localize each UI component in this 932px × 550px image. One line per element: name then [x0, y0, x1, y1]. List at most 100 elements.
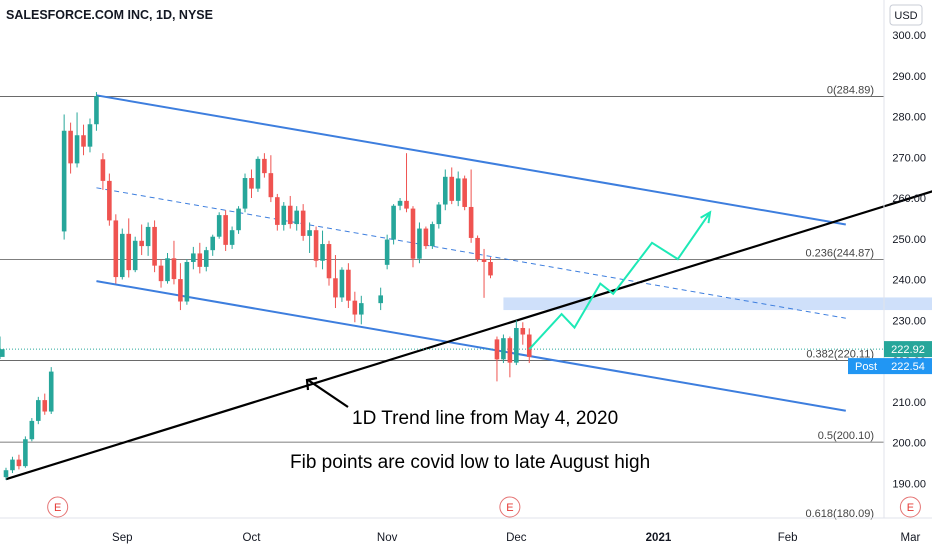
- arrow-annotation: [305, 376, 349, 408]
- price-tick-label: 270.00: [892, 152, 926, 164]
- candle: [455, 171, 461, 207]
- annotation-fib-points: Fib points are covid low to late August …: [290, 452, 650, 473]
- time-tick-label: Oct: [243, 532, 262, 544]
- candle: [307, 222, 312, 254]
- fib-retracement-layer: 0(284.89) 0.236(244.87) 0.382(220.11) 0.5(2…: [0, 85, 884, 520]
- candle: [74, 112, 80, 168]
- candle: [410, 206, 416, 268]
- candle: [462, 175, 467, 211]
- candle: [507, 336, 513, 378]
- candle: [107, 173, 112, 226]
- price-badges: 222.92 Post 222.54: [848, 341, 932, 375]
- candle: [23, 436, 28, 468]
- candle: [236, 206, 241, 234]
- price-tick-label: 280.00: [892, 112, 926, 124]
- price-tick-label: 210.00: [892, 397, 926, 409]
- candle: [320, 230, 325, 270]
- candle: [36, 396, 41, 425]
- projection-path[interactable]: [528, 211, 711, 350]
- price-axis[interactable]: 190.00200.00210.00220.00230.00240.00250.…: [883, 0, 926, 518]
- currency-button[interactable]: USD: [889, 4, 923, 26]
- candle: [242, 173, 248, 213]
- trendline-layer: [0, 94, 932, 481]
- candle: [294, 206, 299, 231]
- candle: [391, 204, 396, 245]
- candle: [126, 218, 132, 278]
- price-tick-label: 250.00: [892, 234, 926, 246]
- candle: [268, 155, 274, 203]
- projection-layer: [528, 210, 712, 350]
- price-tick-label: 260.00: [892, 193, 926, 205]
- time-tick-label: Mar: [900, 532, 920, 544]
- time-tick-label: Dec: [506, 532, 527, 544]
- last-price-badge: 222.92: [884, 341, 932, 358]
- earnings-label: E: [54, 502, 61, 514]
- trend-line[interactable]: [5, 182, 932, 481]
- candle: [0, 336, 5, 359]
- price-ticks: 190.00200.00210.00220.00230.00240.00250.…: [892, 30, 926, 490]
- candle: [3, 467, 9, 480]
- candle: [29, 418, 35, 442]
- candle: [262, 153, 267, 178]
- candle: [442, 169, 448, 211]
- candle: [436, 202, 442, 229]
- candle: [526, 328, 532, 364]
- time-tick-label: Sep: [112, 532, 132, 544]
- candle: [468, 169, 474, 243]
- candle: [417, 222, 422, 264]
- candles-layer: [0, 92, 532, 480]
- channel-middle-line[interactable]: [96, 187, 846, 319]
- candle: [339, 267, 345, 302]
- candle: [346, 263, 351, 309]
- projection-arrowhead: [700, 210, 712, 224]
- candle: [287, 195, 293, 229]
- candle: [229, 226, 235, 249]
- chart-title: SALESFORCE.COM INC, 1D, NYSE: [6, 8, 213, 22]
- candle: [281, 202, 287, 231]
- annotation-trend-line: 1D Trend line from May 4, 2020: [352, 408, 618, 429]
- currency-label: USD: [894, 10, 917, 22]
- candle: [48, 367, 54, 414]
- candle: [113, 214, 119, 284]
- candle: [488, 257, 493, 279]
- candle: [158, 259, 164, 288]
- candle: [171, 240, 177, 285]
- candle: [87, 118, 93, 153]
- candle: [249, 169, 254, 198]
- earnings-label: E: [506, 502, 513, 514]
- candle: [132, 236, 138, 273]
- candle: [94, 92, 99, 131]
- candle: [404, 153, 409, 213]
- time-tick-label: Feb: [778, 532, 798, 544]
- candle: [165, 253, 170, 284]
- candle: [423, 226, 429, 249]
- price-tick-label: 190.00: [892, 478, 926, 490]
- earnings-marker[interactable]: E: [899, 496, 921, 518]
- time-axis[interactable]: Sep Oct Nov Dec 2021 Feb Mar: [0, 517, 932, 544]
- earnings-marker[interactable]: E: [499, 496, 521, 518]
- earnings-marker[interactable]: E: [47, 496, 69, 518]
- candle: [352, 291, 358, 323]
- candle: [384, 234, 390, 270]
- candle: [378, 287, 383, 311]
- candle: [494, 336, 500, 382]
- candle: [139, 224, 144, 256]
- fib-label-0: 0(284.89): [827, 85, 874, 97]
- channel-upper-line[interactable]: [96, 94, 846, 226]
- price-tick-label: 230.00: [892, 315, 926, 327]
- candle: [152, 220, 157, 273]
- time-tick-label: 2021: [646, 532, 672, 544]
- fib-label-4: 0.618(180.09): [806, 508, 875, 520]
- channel-lower-line[interactable]: [96, 280, 846, 412]
- candle: [481, 248, 487, 298]
- post-market-label: Post: [855, 361, 877, 373]
- candle: [255, 156, 261, 192]
- post-market-value: 222.54: [891, 361, 925, 373]
- candle: [81, 124, 86, 156]
- candle: [68, 122, 73, 174]
- candle: [197, 242, 203, 274]
- candle: [501, 334, 506, 364]
- annotations-layer: 1D Trend line from May 4, 2020 Fib point…: [290, 376, 650, 473]
